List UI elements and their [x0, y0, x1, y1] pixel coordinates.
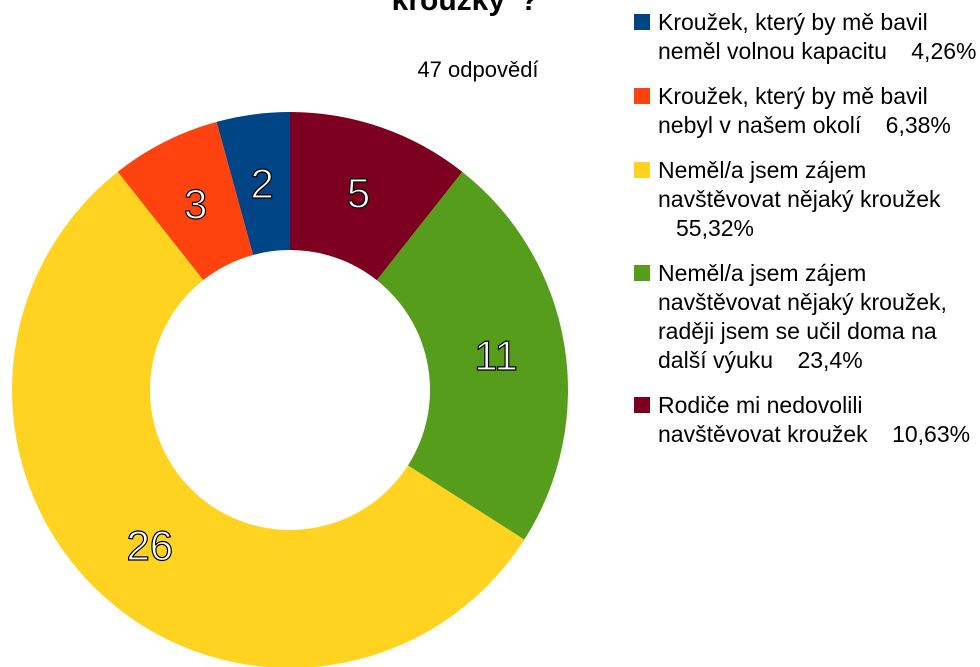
legend-item: Neměl/a jsem zájem navštěvovat nějaký kr… [634, 156, 980, 243]
slice [216, 112, 290, 255]
legend-swatch [634, 14, 650, 30]
legend-item: Neměl/a jsem zájem navštěvovat nějaký kr… [634, 259, 980, 375]
legend-swatch [634, 88, 650, 104]
legend-percent: 6,38% [885, 112, 951, 138]
slice [376, 171, 568, 540]
slice-label: 2 [250, 160, 273, 207]
slice-label: 11 [474, 332, 518, 379]
slice [117, 121, 254, 281]
slice [290, 112, 463, 281]
slice-label: 5 [347, 170, 370, 217]
legend-percent: 10,63% [892, 421, 971, 447]
slice-label: 3 [184, 180, 207, 227]
legend-label: Kroužek, který by mě bavil neměl volnou … [658, 9, 928, 64]
slice-label: 26 [126, 522, 173, 569]
legend-swatch [634, 265, 650, 281]
legend-label: Kroužek, který by mě bavil nebyl v našem… [658, 83, 928, 138]
chart-title: kroužky“? [392, 0, 539, 17]
legend-label: Neměl/a jsem zájem navštěvovat nějaký kr… [658, 260, 947, 373]
legend-item: Kroužek, který by mě bavil nebyl v našem… [634, 82, 980, 140]
legend-label: Neměl/a jsem zájem navštěvovat nějaký kr… [658, 157, 941, 212]
chart-subtitle: 47 odpovědí [417, 57, 538, 82]
legend-swatch [634, 162, 650, 178]
legend-percent: 23,4% [797, 347, 863, 373]
slice [12, 171, 525, 667]
legend: Kroužek, který by mě bavil neměl volnou … [634, 8, 980, 465]
legend-item: Rodiče mi nedovolili navštěvovat kroužek… [634, 391, 980, 449]
legend-item: Kroužek, který by mě bavil neměl volnou … [634, 8, 980, 66]
legend-percent: 55,32% [676, 215, 755, 241]
legend-swatch [634, 397, 650, 413]
legend-percent: 4,26% [911, 38, 977, 64]
legend-label: Rodiče mi nedovolili navštěvovat kroužek [658, 392, 868, 447]
